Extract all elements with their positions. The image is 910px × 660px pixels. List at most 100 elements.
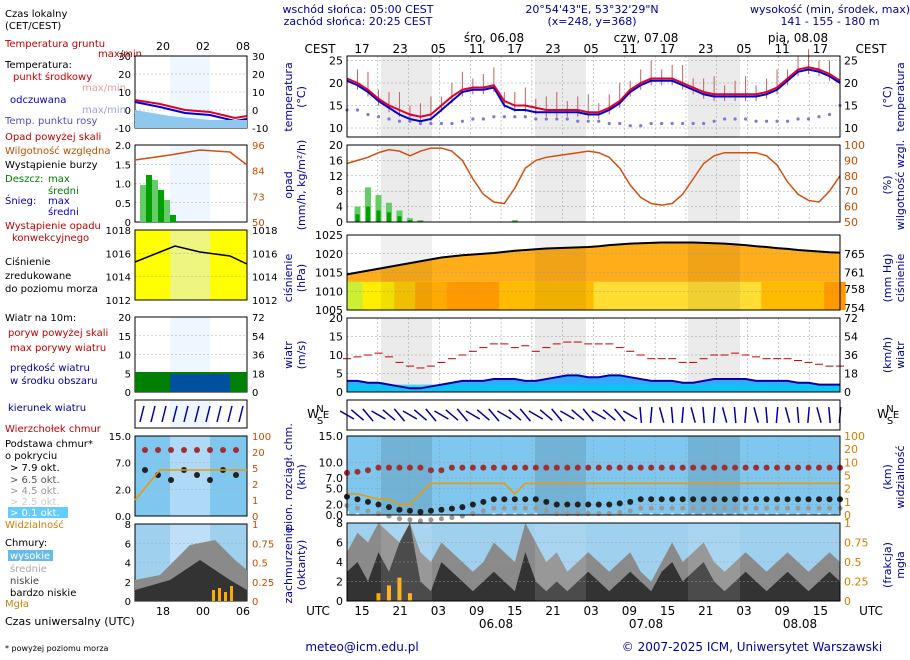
- cloud-base-dot-light: [669, 505, 675, 511]
- cloud-base-dot-white: [470, 518, 475, 523]
- precip-night-band: [535, 145, 586, 222]
- dew-point: [544, 117, 548, 121]
- axis-precip-right-unit: (%): [881, 175, 894, 194]
- mini-cloud-top-dot: [142, 447, 148, 453]
- legend-okt-3: > 2.5 okt.: [10, 497, 60, 508]
- footer-email[interactable]: meteo@icm.edu.pl: [305, 640, 418, 654]
- legend-footnote: * powyżej poziomu morza: [5, 644, 109, 653]
- mini-ytick-left: 1018: [106, 226, 131, 237]
- legend-utc-title: Czas uniwersalny (UTC): [5, 615, 135, 628]
- compass-n-left: N: [316, 404, 323, 415]
- dew-point: [764, 119, 769, 123]
- cloud-base-dot-light: [491, 505, 497, 511]
- legend-precip-above: Opad powyżej skali: [5, 132, 101, 143]
- legend-panels: -100102030-10010203000.51.01.52.05073849…: [106, 52, 278, 608]
- cloud-base-dot: [774, 496, 781, 503]
- cloud-base-dot-light: [816, 505, 822, 511]
- dew-point: [628, 124, 632, 128]
- wind-dir-arrow: [582, 408, 594, 422]
- dew-point: [387, 117, 391, 121]
- mini-ytick-left: 0.0: [115, 512, 131, 523]
- cloud-base-dot: [490, 496, 497, 503]
- mini-fog-bar: [218, 588, 221, 601]
- mini-wind-arrow: [150, 405, 156, 423]
- mini-cloud-base-dot: [194, 472, 200, 478]
- dew-point: [796, 117, 800, 121]
- cloud-ytick-left: 0.0: [326, 509, 344, 522]
- wind-dir-arrow: [456, 408, 469, 422]
- mini-ytick-left: 0: [125, 597, 131, 608]
- pressure-color-cell: [530, 281, 542, 310]
- legend-gusts-above: poryw powyżej skali: [8, 328, 108, 339]
- precip-max-bar: [364, 187, 371, 222]
- temp-ytick-left: 25: [329, 55, 343, 68]
- cloud-top-dot: [637, 464, 644, 471]
- axis-wind-right-unit: (km/h): [881, 337, 894, 373]
- cloud-border: [346, 435, 841, 516]
- pressure-color-cell: [467, 281, 479, 310]
- cloud-top-dot: [553, 464, 560, 471]
- cloud-top-dot: [669, 464, 676, 471]
- cloud-base-dot-light: [543, 508, 549, 514]
- cloud-ytick-right: 5: [844, 470, 851, 483]
- cloud-base-dot: [385, 504, 392, 511]
- dew-point: [670, 121, 674, 126]
- fog-bar: [376, 593, 381, 601]
- dew-point: [691, 121, 695, 126]
- elevation-title: wysokość (min, środek, max): [750, 3, 910, 16]
- utc-hour-label: 21: [545, 604, 560, 618]
- utc-label-right: UTC: [859, 604, 883, 618]
- compass-n-right: N: [886, 404, 893, 415]
- cloud-base-dot-white: [365, 515, 370, 520]
- coords-text: 20°54'43"E, 53°32'29"N: [525, 3, 658, 16]
- cloud-base-dot: [595, 501, 602, 508]
- precip-ytick-right: 80: [844, 170, 858, 183]
- compass-w-left: W: [307, 407, 319, 421]
- wind-dir-arrow: [497, 410, 512, 420]
- dew-point: [702, 121, 706, 126]
- wind-dir-arrow: [690, 407, 696, 423]
- cover-border: [346, 522, 841, 602]
- legend-rain: Deszcz:: [5, 174, 43, 185]
- wind-dir-arrow: [784, 407, 791, 423]
- legend-cloud-very-low: bardzo niskie: [10, 588, 76, 599]
- pressure-color-cell: [593, 281, 605, 310]
- pressure-color-cell: [698, 281, 710, 310]
- wind-dir-arrow: [796, 406, 800, 424]
- cloud-base-dot-white: [628, 515, 633, 520]
- cloud-top-dot: [459, 464, 466, 471]
- local-hour-label: 05: [736, 42, 751, 56]
- legend-okt-1: > 6.5 okt.: [10, 475, 60, 486]
- wind-speed-line: [347, 374, 840, 390]
- legend-utc-tick: 18: [156, 605, 170, 618]
- temp-ytick-left: 10: [329, 122, 343, 135]
- mini-wind-arrow: [227, 405, 233, 423]
- wind-dir-arrow: [602, 409, 616, 421]
- cloud-base-dot: [732, 496, 739, 503]
- pressure-color-cell: [666, 281, 678, 310]
- utc-hour-label: 09: [775, 604, 790, 618]
- wind-dir-arrow: [362, 408, 374, 422]
- pressure-color-cell: [583, 281, 594, 310]
- pressure-color-cell: [645, 281, 657, 310]
- precip-ytick-left: 12: [329, 170, 343, 183]
- cloud-base-dot: [721, 496, 728, 503]
- pressure-border: [346, 234, 841, 311]
- utc-hour-label: 21: [393, 604, 408, 618]
- precip-mean-bar: [376, 210, 381, 222]
- mini-ytick-right: 100: [252, 432, 271, 443]
- mini-cloud-top-dot: [168, 447, 174, 453]
- mini-wind-arrow: [172, 405, 178, 423]
- axis-wind-left-unit: (m/s): [295, 341, 308, 370]
- timeline-top: CEST CEST śro, 06.08 czw, 07.08 pią, 08.…: [305, 31, 888, 56]
- axis-cover-right-unit: (frakcja): [881, 542, 894, 588]
- cloud-ytick-right: 0: [844, 509, 851, 522]
- local-hour-label: 17: [507, 42, 522, 56]
- utc-hour-label: 09: [469, 604, 484, 618]
- cloud-top-dot: [648, 464, 655, 471]
- cloud-ytick-left: 7.0: [326, 472, 344, 485]
- mini-humidity-line: [134, 149, 248, 166]
- axis-pres-right: ciśnienie: [894, 254, 907, 303]
- pressure-color-cell: [761, 281, 773, 310]
- wind-dir-arrow: [350, 409, 365, 421]
